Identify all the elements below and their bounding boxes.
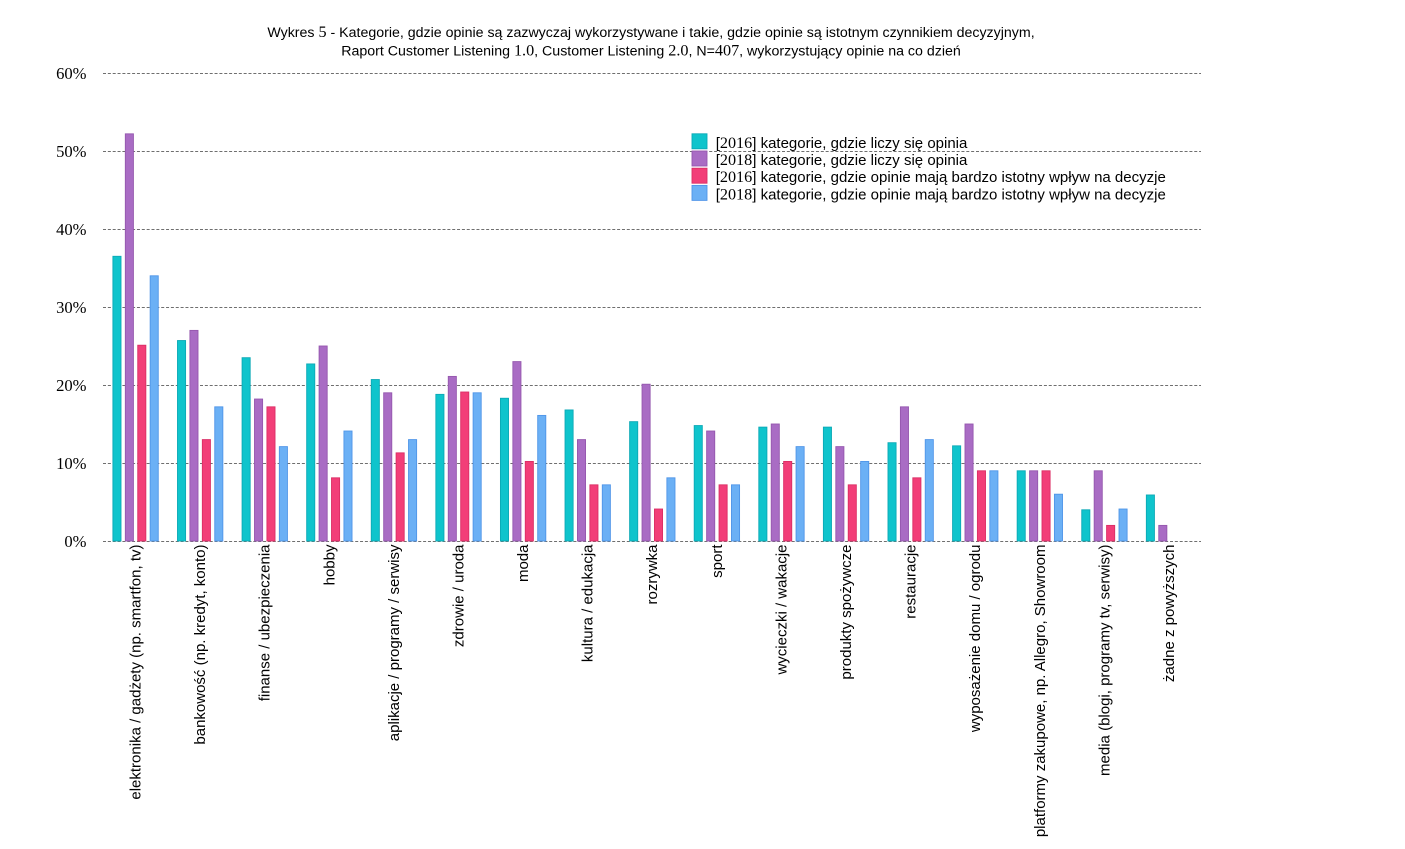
svg-text:restauracje: restauracje	[903, 545, 920, 619]
svg-text:wyposażenie domu / ogrodu: wyposażenie domu / ogrodu	[967, 545, 984, 734]
svg-text:20%: 20%	[56, 376, 87, 395]
svg-text:0%: 0%	[64, 532, 86, 551]
svg-text:finanse / ubezpieczenia: finanse / ubezpieczenia	[257, 544, 274, 701]
svg-text:bankowość (np. kredyt, konto): bankowość (np. kredyt, konto)	[192, 545, 209, 745]
svg-text:zdrowie / uroda: zdrowie / uroda	[450, 544, 467, 647]
svg-text:kultura / edukacja: kultura / edukacja	[580, 544, 597, 662]
svg-text:50%: 50%	[56, 142, 87, 161]
svg-text:[2018] kategorie, gdzie liczy: [2018] kategorie, gdzie liczy się opinia	[716, 151, 968, 169]
svg-text:produkty spożywcze: produkty spożywcze	[838, 545, 855, 680]
svg-text:[2016] kategorie, gdzie opinie: [2016] kategorie, gdzie opinie mają bard…	[716, 168, 1166, 186]
svg-text:hobby: hobby	[321, 544, 338, 585]
svg-text:elektronika / gadżety (np. sma: elektronika / gadżety (np. smartfon, tv)	[128, 545, 145, 800]
svg-text:sport: sport	[709, 544, 726, 578]
svg-text:10%: 10%	[56, 454, 87, 473]
svg-text:rozrywka: rozrywka	[644, 544, 661, 605]
svg-text:30%: 30%	[56, 298, 87, 317]
svg-text:platformy zakupowe, np. Allegr: platformy zakupowe, np. Allegro, Showroo…	[1032, 545, 1049, 838]
svg-text:60%: 60%	[56, 64, 87, 83]
svg-text:wycieczki / wakacje: wycieczki / wakacje	[773, 545, 790, 676]
svg-text:[2016] kategorie, gdzie liczy: [2016] kategorie, gdzie liczy się opinia	[716, 134, 968, 152]
svg-text:moda: moda	[515, 544, 532, 582]
svg-text:aplikacje / programy / serwisy: aplikacje / programy / serwisy	[386, 544, 403, 741]
svg-text:Wykres 5 - Kategorie, gdzie op: Wykres 5 - Kategorie, gdzie opinie są za…	[267, 23, 1034, 41]
svg-text:[2018] kategorie, gdzie opinie: [2018] kategorie, gdzie opinie mają bard…	[716, 185, 1166, 203]
svg-text:Raport Customer Listening 1.0,: Raport Customer Listening 1.0, Customer …	[341, 42, 961, 60]
svg-text:żadne z powyższych: żadne z powyższych	[1161, 545, 1178, 683]
svg-text:media (blogi, programy tv, ser: media (blogi, programy tv, serwisy)	[1096, 544, 1113, 775]
svg-text:40%: 40%	[56, 220, 87, 239]
